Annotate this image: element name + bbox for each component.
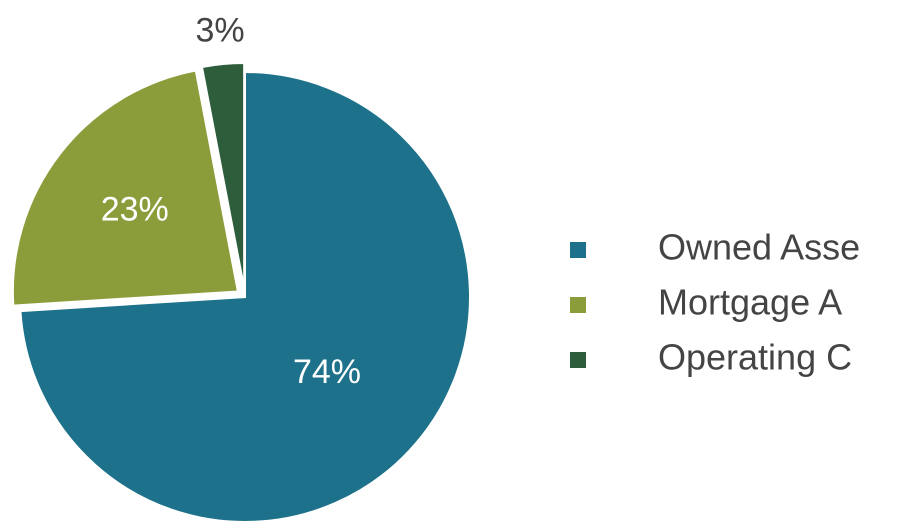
slice-label: 74% — [293, 353, 361, 391]
legend-swatch — [570, 297, 586, 313]
slice-label: 3% — [195, 12, 244, 50]
legend-swatch — [570, 352, 586, 368]
slice-label: 23% — [101, 190, 169, 228]
pie-slice — [200, 62, 246, 289]
legend-label: Owned Asse — [658, 227, 860, 268]
pie-slice — [19, 70, 471, 523]
legend-label: Operating C — [658, 337, 852, 378]
legend-swatch — [570, 242, 586, 258]
pie-slice — [11, 69, 240, 307]
legend-label: Mortgage A — [658, 282, 842, 323]
